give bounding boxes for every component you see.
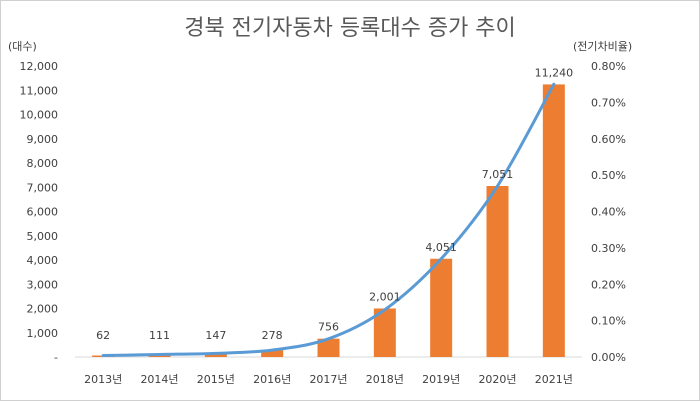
x-tick-label: 2017년 <box>309 373 347 386</box>
left-tick-label: 12,000 <box>20 60 59 73</box>
right-tick-label: 0.80% <box>591 60 626 73</box>
left-tick-label: 3,000 <box>27 278 59 291</box>
right-tick-label: 0.20% <box>591 278 626 291</box>
bar-data-label: 11,240 <box>535 66 574 79</box>
left-tick-label: 6,000 <box>27 206 59 219</box>
left-tick-label: 5,000 <box>27 230 59 243</box>
right-tick-label: 0.00% <box>591 351 626 364</box>
bar <box>317 338 340 357</box>
left-tick-label: - <box>54 351 58 364</box>
bar-data-label: 2,001 <box>369 290 401 303</box>
right-tick-label: 0.60% <box>591 133 626 146</box>
bar <box>261 350 284 357</box>
x-tick-label: 2020년 <box>478 373 516 386</box>
bar <box>373 308 396 357</box>
chart-title: 경북 전기자동차 등록대수 증가 추이 <box>184 16 516 41</box>
left-tick-label: 4,000 <box>27 254 59 267</box>
x-tick-label: 2016년 <box>253 373 291 386</box>
right-tick-label: 0.30% <box>591 242 626 255</box>
x-tick-label: 2013년 <box>84 373 122 386</box>
bar-data-label: 111 <box>149 329 170 342</box>
x-tick-label: 2015년 <box>197 373 235 386</box>
bar <box>430 258 453 357</box>
bar-data-label: 62 <box>96 329 110 342</box>
bar <box>486 186 509 357</box>
right-tick-label: 0.70% <box>591 96 626 109</box>
left-axis-unit: (대수) <box>8 40 37 53</box>
bar-data-label: 278 <box>262 329 283 342</box>
bar-data-label: 756 <box>318 321 339 334</box>
right-axis-unit: (전기차비율) <box>573 40 633 53</box>
bar <box>204 353 227 357</box>
left-tick-label: 1,000 <box>27 327 59 340</box>
left-tick-label: 7,000 <box>27 181 59 194</box>
bar <box>542 84 565 358</box>
left-tick-label: 10,000 <box>20 109 59 122</box>
bar-data-label: 147 <box>205 329 226 342</box>
x-tick-label: 2014년 <box>140 373 178 386</box>
ratio-line <box>101 82 556 358</box>
x-tick-label: 2018년 <box>366 373 404 386</box>
right-tick-label: 0.40% <box>591 206 626 219</box>
right-tick-label: 0.50% <box>591 169 626 182</box>
left-tick-label: 8,000 <box>27 157 59 170</box>
bar-data-label: 7,051 <box>482 168 514 181</box>
left-tick-label: 9,000 <box>27 133 59 146</box>
x-tick-label: 2019년 <box>422 373 460 386</box>
right-tick-label: 0.10% <box>591 315 626 328</box>
x-tick-label: 2021년 <box>535 373 573 386</box>
left-tick-label: 2,000 <box>27 303 59 316</box>
left-tick-label: 11,000 <box>20 84 59 97</box>
bar-data-label: 4,051 <box>425 241 457 254</box>
